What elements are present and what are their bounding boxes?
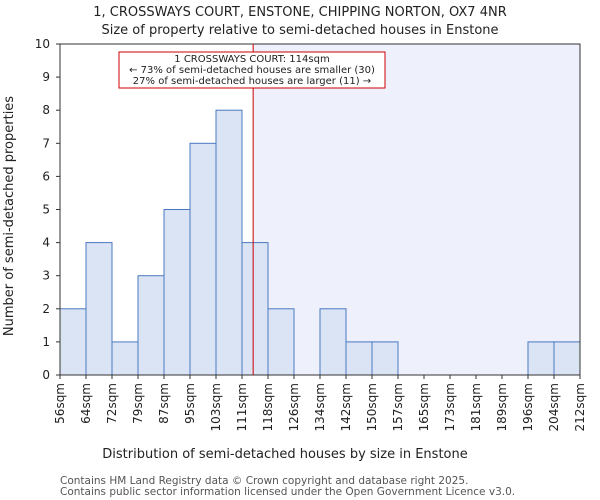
y-tick-label: 9 [42,70,50,84]
annotation-line-1: 1 CROSSWAYS COURT: 114sqm [174,54,329,65]
x-tick-label: 173sqm [443,383,457,431]
footer-line-1: Contains HM Land Registry data © Crown c… [60,475,468,487]
y-tick-label: 2 [42,302,50,316]
x-tick-label: 103sqm [209,383,223,431]
annotation-line-3: 27% of semi-detached houses are larger (… [133,76,371,87]
x-tick-label: 204sqm [547,383,561,431]
x-tick-label: 165sqm [417,383,431,431]
x-tick-label: 150sqm [365,383,379,431]
bar-204sqm [553,341,581,376]
x-tick-label: 56sqm [53,383,67,424]
y-tick-label: 1 [42,335,50,349]
y-tick-label: 3 [42,269,50,283]
x-tick-label: 189sqm [495,383,509,431]
bar-64sqm [85,242,113,376]
footer-line-2: Contains public sector information licen… [60,486,515,498]
x-tick-label: 111sqm [235,383,249,431]
x-tick-label: 134sqm [313,383,327,431]
bar-118sqm [267,308,295,376]
x-axis-label: Distribution of semi-detached houses by … [102,447,467,462]
annotation-box: 1 CROSSWAYS COURT: 114sqm ← 73% of semi-… [118,51,386,89]
x-tick-label: 72sqm [105,383,119,424]
bar-87sqm [163,209,191,376]
chart-title-line-2: Size of property relative to semi-detach… [101,23,498,38]
y-tick-label: 8 [42,103,50,117]
y-tick-label: 5 [42,203,50,217]
x-tick-label: 118sqm [261,383,275,431]
x-tick-label: 196sqm [521,383,535,431]
y-tick-label: 10 [35,37,50,51]
x-tick-label: 95sqm [183,383,197,424]
x-tick-label: 142sqm [339,383,353,431]
bar-56sqm [59,308,87,376]
x-tick-label: 212sqm [573,383,587,431]
y-tick-label: 0 [42,368,50,382]
plot-frame [59,43,581,376]
larger-region-shade [253,44,580,375]
y-axis-label: Number of semi-detached properties [2,96,17,336]
x-tick-label: 87sqm [157,383,171,424]
x-tick-label: 126sqm [287,383,301,431]
bars-group [59,109,581,376]
bar-111sqm [241,242,269,376]
bar-72sqm [111,341,139,376]
x-axis-ticks: 56sqm 64sqm 72sqm 79sqm 87sqm 95sqm 103sqm 111s… [53,375,587,431]
bar-134sqm [319,308,347,376]
y-tick-label: 7 [42,136,50,150]
chart-title-line-1: 1, CROSSWAYS COURT, ENSTONE, CHIPPING NO… [93,5,507,20]
y-tick-label: 6 [42,169,50,183]
x-tick-label: 64sqm [79,383,93,424]
annotation-box-border [118,51,386,89]
x-tick-label: 157sqm [391,383,405,431]
bar-95sqm [189,142,217,376]
bar-196sqm [527,341,555,376]
bar-150sqm [371,341,399,376]
y-tick-label: 4 [42,236,50,250]
bar-103sqm [215,109,243,376]
bar-79sqm [137,275,165,376]
x-tick-label: 181sqm [469,383,483,431]
annotation-line-2: ← 73% of semi-detached houses are smalle… [129,65,375,76]
y-axis-ticks: 0 1 2 3 4 5 6 7 8 9 10 [35,37,60,382]
bar-142sqm [345,341,373,376]
x-tick-label: 79sqm [131,383,145,424]
